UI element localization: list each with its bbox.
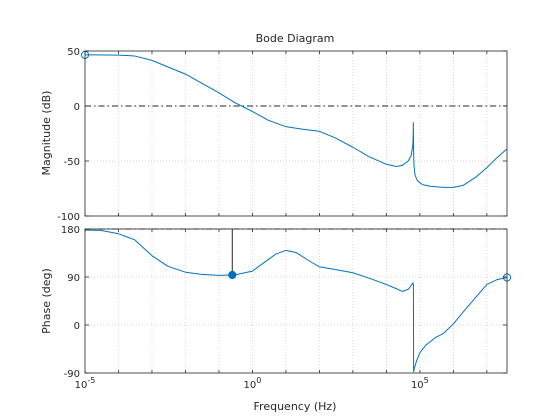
phase-response-line [84,229,508,373]
frequency-tick-label: 100 [244,376,262,391]
magnitude-plot: 50 0 -50 -100 [57,47,508,223]
phase-y-tick-label: 90 [67,273,80,284]
magnitude-y-tick-label: -50 [64,157,80,168]
magnitude-y-tick-label: 50 [67,47,80,58]
frequency-tick-label: 105 [411,376,429,391]
phase-filled-marker [228,270,237,280]
phase-y-tick-label: 0 [74,321,80,332]
frequency-axis-label: Frequency (Hz) [254,400,337,413]
phase-plot: 180 90 0 -90 [61,225,512,380]
magnitude-y-tick-label: 0 [74,102,80,113]
phase-y-tick-label: 180 [61,225,80,236]
phase-plot-area [85,229,507,373]
phase-axes-box [84,228,508,374]
phase-y-tick-label: -90 [64,369,80,380]
frequency-tick-labels: 10-5 100 105 [75,376,429,391]
magnitude-plot-area [85,51,507,216]
magnitude-axes-box [84,50,508,217]
chart-title: Bode Diagram [256,32,335,45]
magnitude-axis-label: Magnitude (dB) [40,91,53,176]
frequency-tick-label: 10-5 [75,376,96,391]
phase-axis-label: Phase (deg) [40,268,53,334]
magnitude-y-tick-label: -100 [57,212,80,223]
magnitude-response-line [85,54,508,188]
